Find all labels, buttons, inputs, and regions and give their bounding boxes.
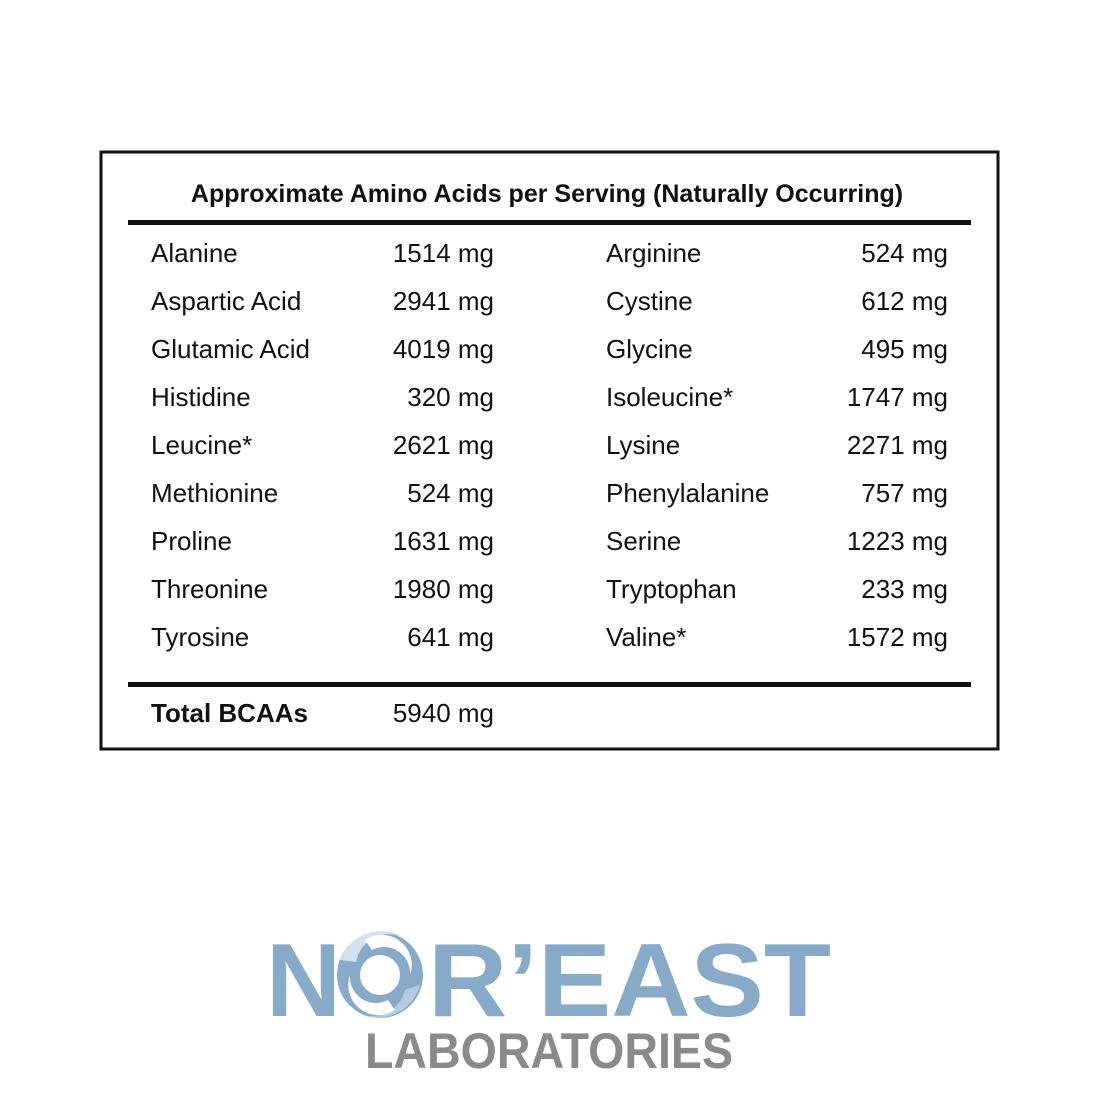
amino-amount: 1572 mg [847, 622, 948, 652]
amino-amount: 1631 mg [393, 526, 494, 556]
logo-subtitle: LABORATORIES [365, 1023, 733, 1079]
amino-amount: 2621 mg [393, 430, 494, 460]
amino-name: Alanine [151, 238, 238, 268]
table-rows: Alanine 1514 mg Arginine 524 mg Aspartic Aci… [151, 238, 948, 728]
amino-name: Cystine [606, 286, 693, 316]
amino-name: Tyrosine [151, 622, 249, 652]
table-border [99, 150, 1000, 751]
logo-swirl [337, 931, 423, 1018]
amino-amount: 2941 mg [393, 286, 494, 316]
rule [128, 220, 971, 225]
amino-amount: 4019 mg [393, 334, 494, 364]
amino-amount: 320 mg [407, 382, 494, 412]
amino-name: Glutamic Acid [151, 334, 310, 364]
amino-amount: 641 mg [407, 622, 494, 652]
amino-name: Phenylalanine [606, 478, 769, 508]
amino-amount: 612 mg [861, 286, 948, 316]
total-label: Total BCAAs [151, 698, 308, 728]
logo-name: R’EAST [428, 923, 831, 1039]
amino-name: Tryptophan [606, 574, 737, 604]
amino-name: Valine* [606, 622, 686, 652]
amino-name: Threonine [151, 574, 268, 604]
amino-name: Leucine* [151, 430, 252, 460]
amino-name: Arginine [606, 238, 701, 268]
amino-amount: 524 mg [861, 238, 948, 268]
amino-amount: 1223 mg [847, 526, 948, 556]
amino-name: Histidine [151, 382, 251, 412]
table-title: Approximate Amino Acids per Serving (Nat… [191, 180, 903, 208]
amino-name: Proline [151, 526, 232, 556]
amino-amount: 1514 mg [393, 238, 494, 268]
rule [128, 682, 971, 687]
amino-amount: 524 mg [407, 478, 494, 508]
amino-name: Aspartic Acid [151, 286, 301, 316]
amino-amount: 2271 mg [847, 430, 948, 460]
amino-name: Isoleucine* [606, 382, 733, 412]
amino-amount: 495 mg [861, 334, 948, 364]
amino-name: Lysine [606, 430, 680, 460]
amino-amount: 757 mg [861, 478, 948, 508]
amino-name: Methionine [151, 478, 278, 508]
amino-amount: 1980 mg [393, 574, 494, 604]
logo: N R’EAST LABORATORIES [266, 923, 831, 1079]
amino-amount: 233 mg [861, 574, 948, 604]
amino-amount: 1747 mg [847, 382, 948, 412]
total-amount: 5940 mg [393, 698, 494, 728]
logo-name: N [266, 923, 341, 1039]
amino-name: Glycine [606, 334, 693, 364]
amino-name: Serine [606, 526, 681, 556]
